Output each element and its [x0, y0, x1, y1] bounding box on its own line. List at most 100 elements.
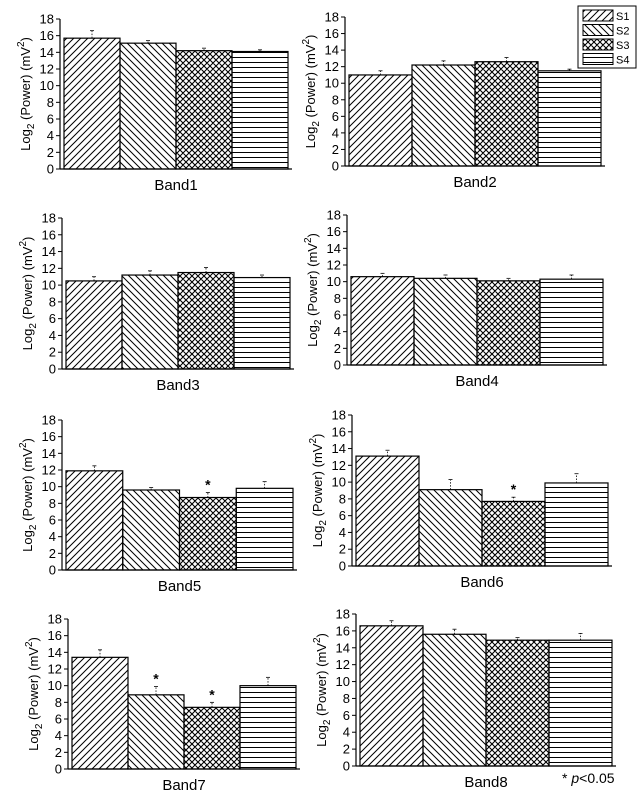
y-tick-label: 2 [332, 142, 339, 157]
significance-p: p [570, 770, 579, 786]
y-axis-label-sup: 2 [308, 438, 319, 444]
bar-s4 [537, 70, 602, 167]
y-axis-label-post: ) [20, 237, 35, 241]
y-tick-label: 4 [49, 328, 56, 343]
y-axis-label-sub: 2 [311, 121, 322, 127]
y-tick-label: 0 [343, 759, 350, 774]
y-tick-label: 12 [40, 62, 54, 77]
bar-s3 [476, 280, 541, 366]
y-tick-label: 16 [332, 424, 346, 439]
bar-s3 [177, 271, 235, 370]
y-axis-label-sub: 2 [313, 319, 324, 325]
y-axis-label-pre: Log [314, 725, 329, 747]
bar-s2 [413, 277, 478, 366]
bar-s2 [121, 274, 179, 370]
y-tick-label: 18 [48, 612, 62, 627]
y-tick-label: 0 [49, 362, 56, 377]
y-tick-label: 6 [49, 311, 56, 326]
bar-s4 [548, 639, 613, 767]
y-tick-label: 6 [334, 308, 341, 323]
legend-swatch-s2 [582, 24, 614, 36]
y-tick-label: 10 [42, 278, 56, 293]
y-tick-label: 16 [327, 224, 341, 239]
legend-label-s4: S4 [616, 55, 629, 67]
bar-s2 [127, 694, 185, 770]
y-tick-label: 8 [55, 695, 62, 710]
y-axis-label-post: ) [20, 438, 35, 442]
bar-s1 [65, 280, 123, 370]
bar-s4 [239, 685, 297, 770]
y-tick-label: 4 [339, 525, 346, 540]
bar-s3 [485, 639, 550, 767]
y-axis-label-sup: 2 [18, 241, 29, 247]
bar-s1 [348, 74, 413, 167]
y-tick-label: 4 [55, 728, 62, 743]
bar-s4 [233, 276, 291, 370]
y-tick-label: 2 [49, 546, 56, 561]
y-tick-label: 8 [334, 291, 341, 306]
y-axis-label-pre: Log [26, 729, 41, 751]
y-tick-label: 12 [48, 662, 62, 677]
y-axis-label-pre: Log [305, 325, 320, 347]
y-tick-label: 10 [336, 674, 350, 689]
y-tick-label: 18 [332, 408, 346, 423]
y-axis-label-sup: 2 [301, 39, 312, 45]
y-axis-label-post: ) [305, 233, 320, 237]
bar-s4 [231, 50, 289, 170]
y-tick-label: 16 [42, 429, 56, 444]
y-tick-label: 10 [40, 78, 54, 93]
significance-threshold: <0.05 [579, 770, 615, 786]
x-axis-label: Band5 [158, 578, 201, 595]
legend-swatch-s4 [582, 53, 614, 65]
y-axis-label-mid: (Power) (mV [305, 243, 320, 320]
x-axis-label: Band7 [162, 777, 205, 794]
y-tick-label: 0 [339, 559, 346, 574]
y-tick-label: 10 [325, 76, 339, 91]
y-tick-label: 8 [49, 294, 56, 309]
y-tick-label: 4 [343, 725, 350, 740]
significance-star-s3: * [209, 686, 215, 702]
bar-s3 [481, 500, 546, 567]
y-axis-label-post: ) [18, 37, 33, 41]
y-tick-label: 12 [332, 458, 346, 473]
y-tick-label: 10 [48, 678, 62, 693]
significance-star: * [562, 770, 571, 786]
y-axis-label: Log2 (Power) (mV2) [301, 35, 322, 149]
legend-swatch-s3 [582, 38, 614, 51]
y-axis-label-mid: (Power) (mV [26, 647, 41, 724]
y-axis-label-sub: 2 [28, 524, 39, 530]
y-tick-label: 6 [332, 109, 339, 124]
bar-s1 [355, 455, 420, 567]
y-tick-label: 6 [49, 513, 56, 528]
y-tick-label: 18 [42, 413, 56, 428]
y-axis-label: Log2 (Power) (mV2) [308, 434, 329, 548]
bar-s4 [235, 487, 294, 571]
y-axis-label-sub: 2 [34, 723, 45, 729]
y-tick-label: 12 [42, 463, 56, 478]
y-axis-label: Log2 (Power) (mV2) [18, 438, 39, 552]
y-tick-label: 8 [332, 92, 339, 107]
y-axis-label-sup: 2 [312, 637, 323, 643]
y-axis-label-mid: (Power) (mV [303, 44, 318, 121]
legend-label-s1: S1 [616, 11, 629, 23]
significance-star-s3: * [511, 481, 517, 497]
y-axis-label-mid: (Power) (mV [310, 443, 325, 520]
y-axis-label: Log2 (Power) (mV2) [16, 37, 37, 151]
y-axis-label-pre: Log [20, 530, 35, 552]
y-axis-label-sup: 2 [303, 237, 314, 243]
significance-star-s3: * [205, 477, 211, 493]
y-tick-label: 2 [49, 345, 56, 360]
y-axis-label-sub: 2 [322, 719, 333, 725]
y-tick-label: 18 [40, 12, 54, 27]
y-tick-label: 4 [334, 324, 341, 339]
y-tick-label: 14 [48, 645, 62, 660]
bar-s2 [411, 64, 476, 167]
y-axis-label-sub: 2 [28, 323, 39, 329]
y-tick-label: 12 [325, 59, 339, 74]
y-tick-label: 18 [325, 10, 339, 25]
